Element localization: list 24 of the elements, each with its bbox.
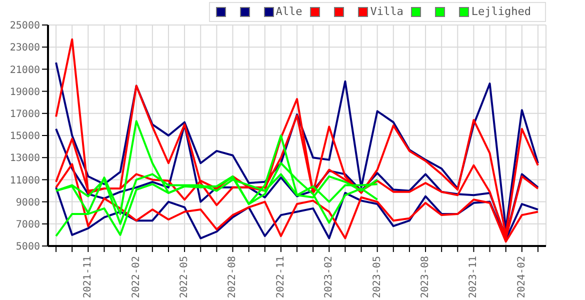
x-tick-label: 2022-05	[179, 256, 190, 298]
x-tick-label: 2022-02	[130, 256, 142, 298]
y-tick-label: 15000	[10, 131, 40, 142]
x-tick-label: 2023-05	[372, 256, 383, 298]
y-tick-label: 25000	[10, 20, 40, 32]
x-tick-label: 2024-02	[516, 256, 528, 298]
y-tick-label: 23000	[10, 42, 40, 54]
x-tick-label: 2023-08	[420, 256, 432, 298]
x-tick-label: 2022-11	[275, 256, 286, 298]
y-tick-label: 21000	[10, 64, 40, 76]
y-tick-label: 19000	[10, 86, 40, 98]
y-tick-label: 9000	[16, 197, 40, 208]
legend-label: Lejlighed	[471, 5, 531, 19]
x-tick-label: 2023-02	[324, 256, 335, 298]
legend-label: Alle	[276, 5, 302, 19]
y-tick-label: 11000	[10, 175, 40, 186]
legend-label: Villa	[370, 5, 404, 19]
y-tick-label: 5000	[16, 242, 40, 253]
y-tick-label: 17000	[10, 108, 40, 120]
x-tick-label: 2022-08	[227, 256, 238, 298]
y-tick-label: 7000	[16, 219, 40, 230]
x-tick-label: 2023-11	[468, 256, 480, 298]
y-tick-label: 13000	[10, 153, 40, 164]
x-tick-label: 2021-11	[82, 256, 94, 298]
